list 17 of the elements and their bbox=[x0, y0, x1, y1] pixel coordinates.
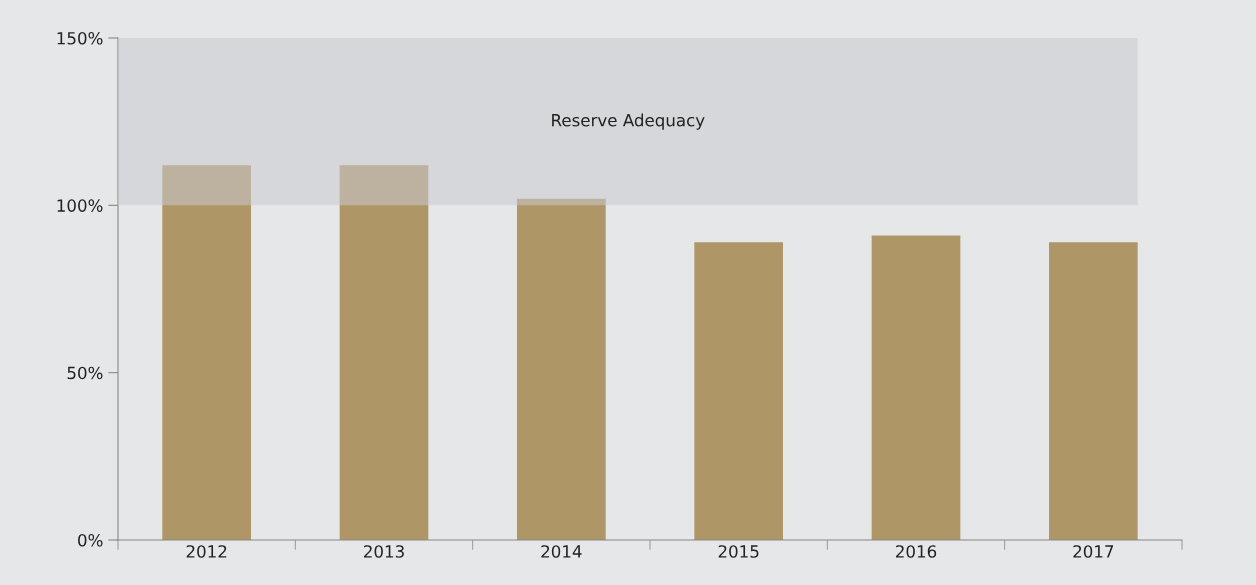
x-tick-label: 2014 bbox=[541, 545, 582, 558]
bar bbox=[517, 198, 606, 540]
y-tick-label: 100% bbox=[57, 199, 103, 212]
y-tick-label: 50% bbox=[67, 366, 103, 380]
bar bbox=[339, 165, 429, 540]
x-tick-label: 2016 bbox=[896, 545, 937, 558]
band-label: Reserve Adequacy bbox=[552, 113, 705, 130]
bar bbox=[694, 242, 783, 540]
bar bbox=[871, 235, 961, 540]
bar bbox=[162, 165, 251, 540]
bar bbox=[1049, 242, 1138, 540]
x-tick-label: 2015 bbox=[718, 545, 759, 558]
x-tick-label: 2012 bbox=[186, 545, 227, 558]
x-tick-label: 2013 bbox=[364, 545, 404, 558]
x-tick-label: 2017 bbox=[1073, 545, 1114, 558]
y-tick-label: 150% bbox=[57, 31, 103, 45]
y-tick-label: 0% bbox=[78, 533, 103, 547]
